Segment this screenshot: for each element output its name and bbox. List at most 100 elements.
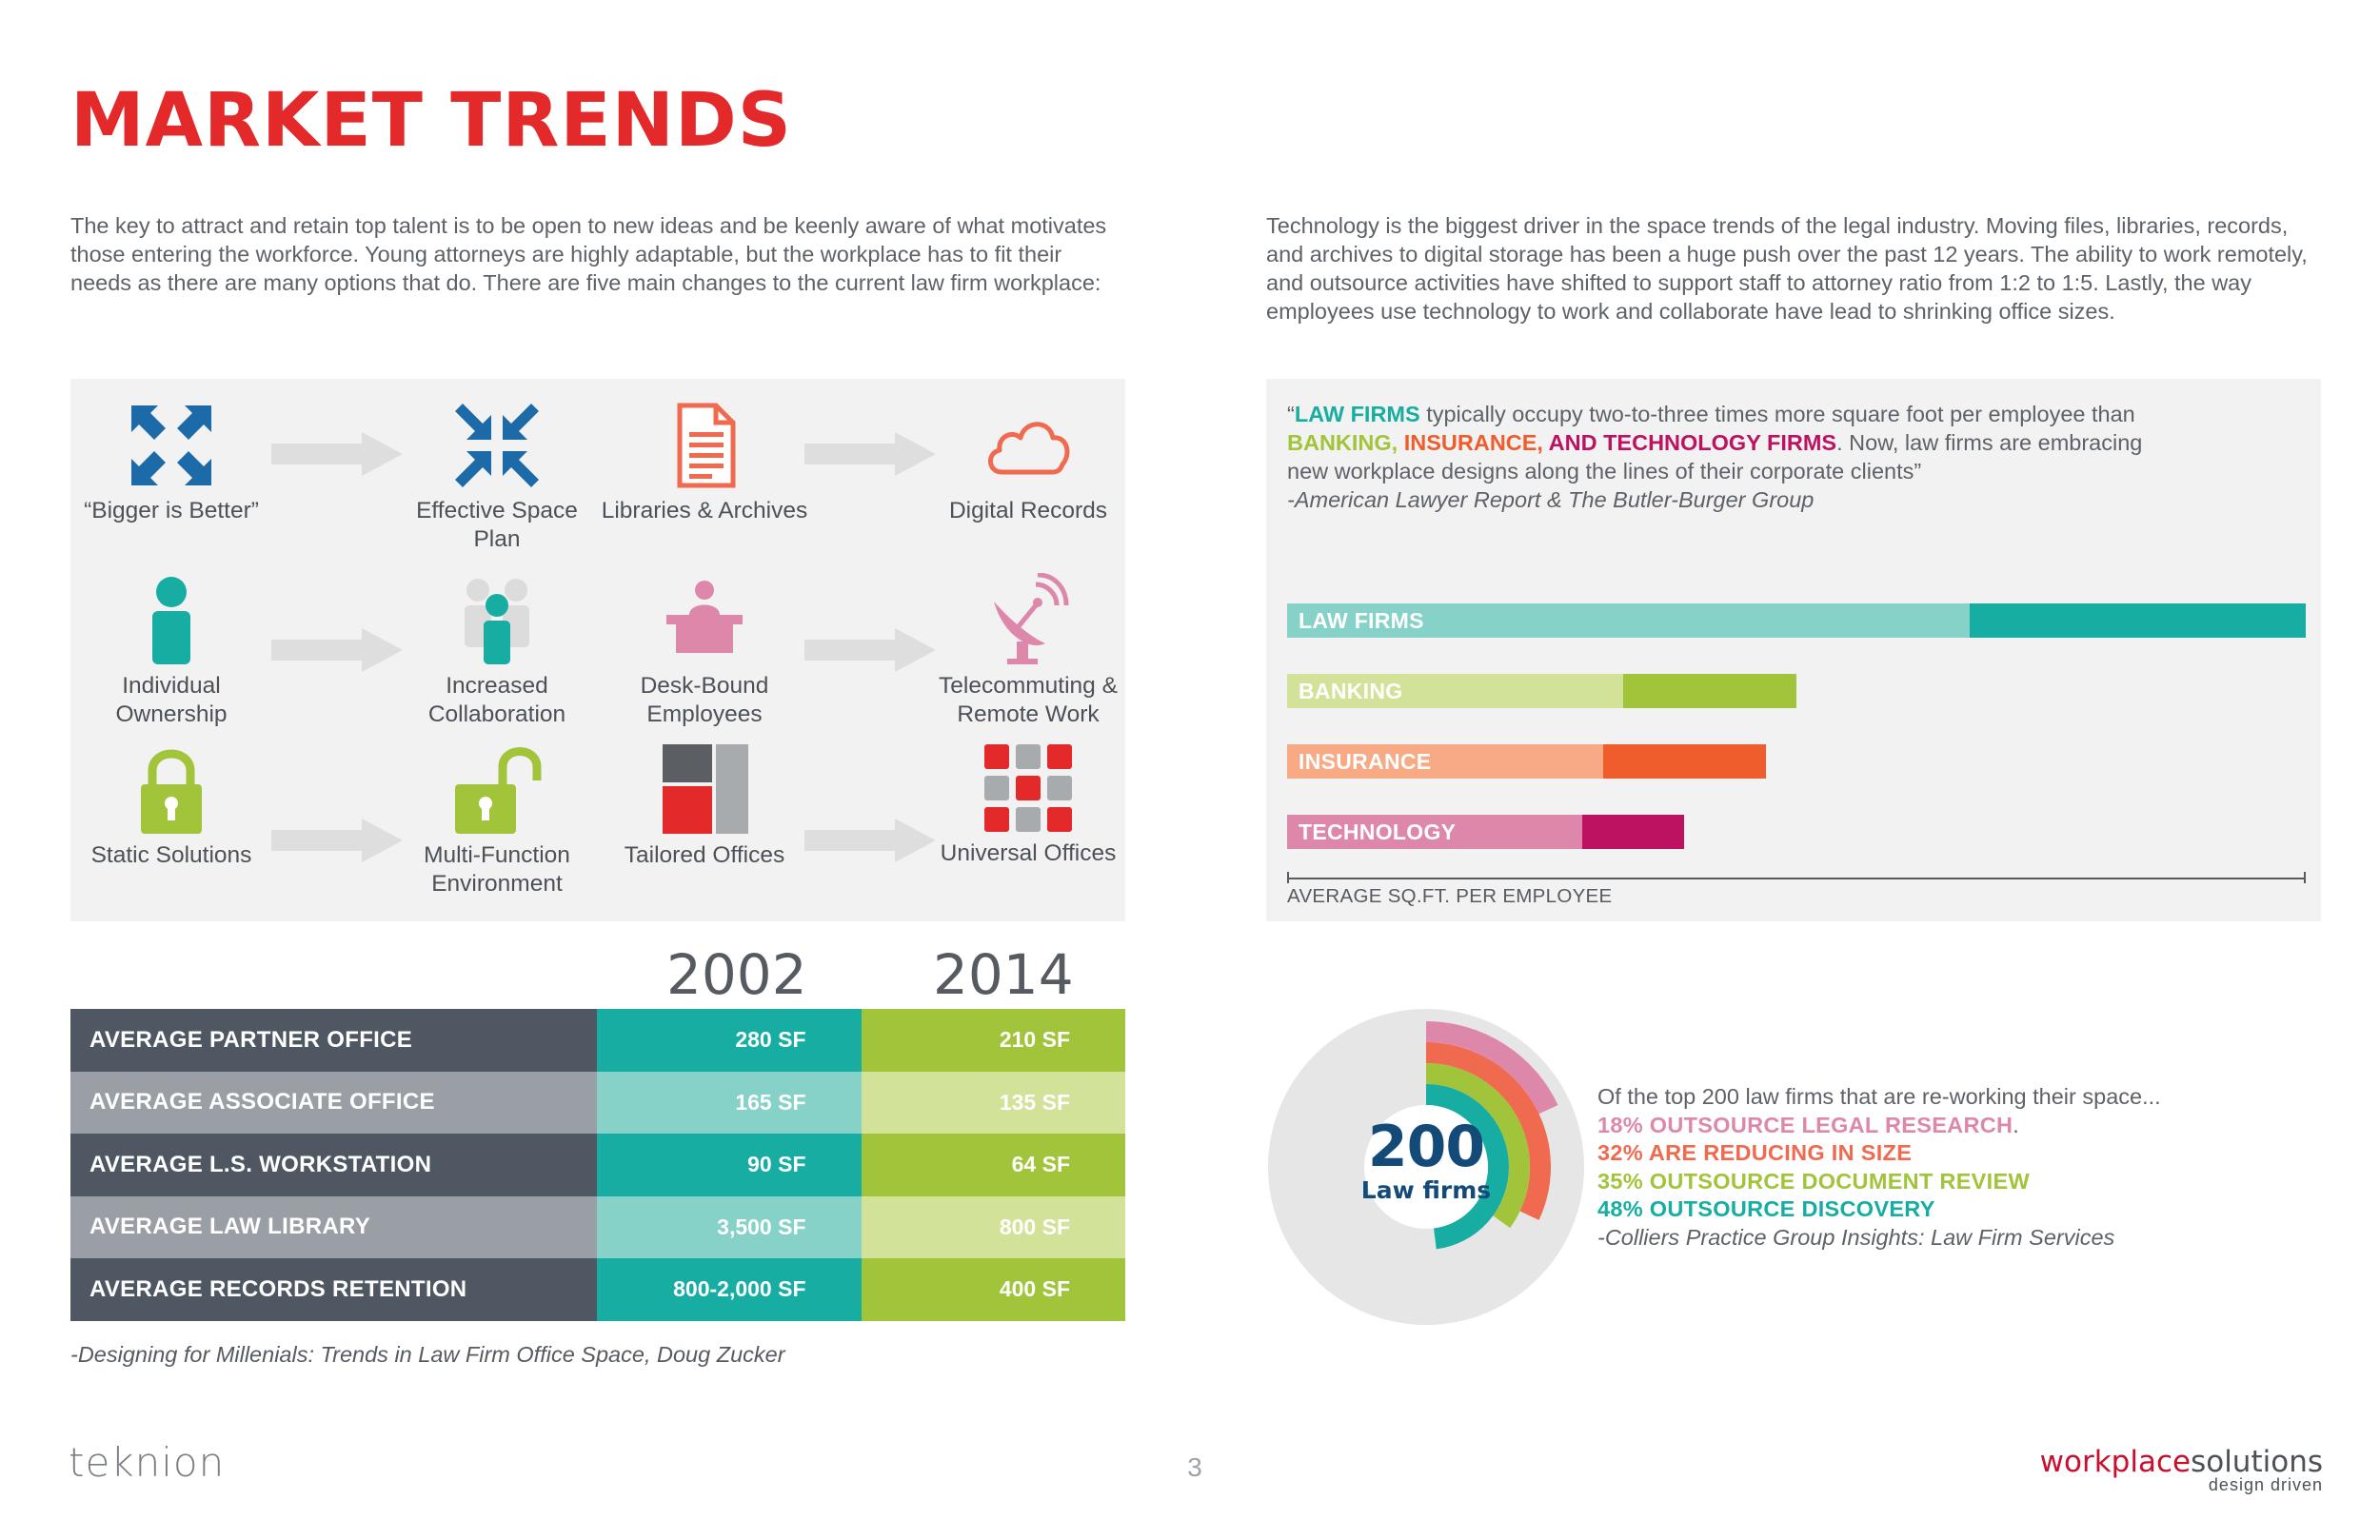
bar-insurance: INSURANCE [1287, 744, 1766, 779]
row-label: AVERAGE L.S. WORKSTATION [70, 1134, 597, 1196]
trend-to-multi-function: Multi-Function Environment [392, 742, 602, 898]
bar-segment-light [1287, 674, 1624, 708]
quote-open: “ [1287, 402, 1295, 426]
table-row: AVERAGE RECORDS RETENTION 800-2,000 SF 4… [70, 1258, 1125, 1321]
bar-segment-dark [1582, 815, 1685, 849]
row-label: AVERAGE RECORDS RETENTION [70, 1258, 597, 1321]
trend-to-label: Multi-Function Environment [424, 842, 570, 897]
donut-ring-48 [1343, 1084, 1509, 1250]
trend-from-bigger-is-better: “Bigger is Better” [67, 398, 276, 525]
workplace-solutions-logo: workplacesolutions design driven [2037, 1445, 2323, 1495]
quote-block: “LAW FIRMS typically occupy two-to-three… [1287, 400, 2144, 514]
quote-law-firms: LAW FIRMS [1294, 402, 1420, 426]
table-row: AVERAGE LAW LIBRARY 3,500 SF 800 SF [70, 1195, 1125, 1258]
quote-insurance: INSURANCE, [1398, 430, 1543, 455]
office-size-table: AVERAGE PARTNER OFFICE 280 SF 210 SF AVE… [70, 1009, 1125, 1321]
satellite-dish-icon [994, 573, 1069, 664]
trend-to-label: Digital Records [948, 498, 1108, 523]
quote-text-2: . Now, law firms are embracing new workp… [1287, 430, 2143, 484]
trend-to-label: Telecommuting & Remote Work [939, 673, 1118, 727]
trend-from-label: Desk-Bound Employees [640, 673, 769, 727]
trend-from-individual-ownership: Individual Ownership [67, 573, 276, 729]
law-firms-donut [1268, 1009, 1584, 1325]
quote-text-1: typically occupy two-to-three times more… [1419, 402, 2135, 426]
bar-label: TECHNOLOGY [1299, 819, 1457, 844]
value-2014: 135 SF [861, 1071, 1125, 1134]
page-title: MARKET TRENDS [70, 78, 792, 164]
row-label: AVERAGE ASSOCIATE OFFICE [70, 1071, 597, 1134]
stats-intro: Of the top 200 law firms that are re-wor… [1597, 1084, 2161, 1109]
trend-to-effective-space-plan: Effective Space Plan [392, 398, 602, 554]
year-2014-heading: 2014 [933, 942, 1074, 1007]
stat-discovery: 48% OUTSOURCE DISCOVERY [1597, 1196, 1935, 1221]
trend-from-label: “Bigger is Better” [84, 498, 259, 523]
bar-segment-light [1287, 744, 1603, 779]
bar-segment-light [1287, 815, 1583, 849]
stat-legal-research: 18% OUTSOURCE LEGAL RESEARCH [1597, 1112, 2013, 1137]
stat-suffix: . [2013, 1112, 2019, 1137]
table-row: AVERAGE L.S. WORKSTATION 90 SF 64 SF [70, 1134, 1125, 1196]
trend-to-increased-collaboration: Increased Collaboration [392, 573, 602, 729]
donut-ring-35 [1322, 1063, 1530, 1271]
value-2014: 64 SF [861, 1134, 1125, 1196]
group-icon [465, 579, 529, 664]
arrow-right-icon [804, 432, 936, 476]
grid-blocks-icon [984, 744, 1072, 832]
value-2002: 280 SF [597, 1009, 862, 1072]
bar-banking: BANKING [1287, 674, 1796, 708]
chart-axis-label: AVERAGE SQ.FT. PER EMPLOYEE [1287, 885, 1613, 907]
value-2002: 800-2,000 SF [597, 1258, 862, 1321]
logo-word-workplace: workplace [2039, 1445, 2192, 1479]
tailored-blocks-icon [663, 744, 748, 834]
person-icon [152, 577, 190, 664]
bar-label: LAW FIRMS [1299, 608, 1424, 633]
trend-from-label: Libraries & Archives [601, 498, 808, 523]
axis-tick-end [2304, 872, 2306, 883]
intro-left-paragraph: The key to attract and retain top talent… [70, 213, 1107, 295]
donut-number: 200 [1367, 1114, 1485, 1180]
table-source-citation: -Designing for Millenials: Trends in Law… [70, 1342, 785, 1367]
donut-subtitle: Law firms [1360, 1176, 1492, 1204]
arrows-compress-icon [455, 404, 539, 487]
bar-segment-dark [1602, 744, 1766, 779]
value-2002: 90 SF [597, 1134, 862, 1196]
stats-source: -Colliers Practice Group Insights: Law F… [1597, 1224, 2115, 1250]
bar-technology: TECHNOLOGY [1287, 815, 1685, 849]
cloud-icon [988, 422, 1070, 475]
bar-segment-light [1287, 603, 1970, 638]
arrow-right-icon [804, 819, 936, 862]
trend-from-tailored-offices: Tailored Offices [600, 742, 809, 870]
teknion-logo: teknion [69, 1439, 226, 1486]
intro-right-paragraph: Technology is the biggest driver in the … [1266, 213, 2308, 324]
trend-to-label: Increased Collaboration [427, 673, 566, 727]
bar-segment-dark [1623, 674, 1796, 708]
bar-segment-dark [1969, 603, 2306, 638]
donut-ring-32 [1301, 1042, 1551, 1292]
arrow-right-icon [804, 628, 936, 672]
bar-label: BANKING [1299, 679, 1403, 703]
value-2014: 800 SF [861, 1195, 1125, 1258]
document-icon [677, 403, 736, 488]
stat-reducing-size: 32% ARE REDUCING IN SIZE [1597, 1140, 1913, 1165]
trend-to-label: Effective Space Plan [416, 498, 578, 552]
stat-document-review: 35% OUTSOURCE DOCUMENT REVIEW [1597, 1168, 2030, 1194]
trends-icon-panel [70, 379, 1125, 921]
quote-technology: AND TECHNOLOGY FIRMS [1542, 430, 1837, 455]
donut-ring-18 [1280, 1021, 1572, 1313]
lock-closed-icon [141, 749, 202, 834]
quote-banking: BANKING, [1287, 430, 1398, 455]
trend-from-desk-bound: Desk-Bound Employees [600, 573, 809, 729]
trend-from-label: Static Solutions [90, 842, 252, 868]
trend-from-libraries-archives: Libraries & Archives [600, 398, 809, 525]
quote-attribution: -American Lawyer Report & The Butler-Bur… [1287, 487, 1815, 512]
logo-tagline: design driven [2208, 1475, 2323, 1494]
trend-from-static-solutions: Static Solutions [67, 742, 276, 870]
trend-to-digital-records: Digital Records [923, 398, 1133, 525]
row-label: AVERAGE LAW LIBRARY [70, 1195, 597, 1258]
value-2014: 210 SF [861, 1009, 1125, 1072]
arrows-inward-icon [131, 405, 211, 485]
table-row: AVERAGE ASSOCIATE OFFICE 165 SF 135 SF [70, 1071, 1125, 1134]
bar-label: INSURANCE [1299, 749, 1432, 774]
table-row: AVERAGE PARTNER OFFICE 280 SF 210 SF [70, 1009, 1125, 1072]
logo-word-solutions: solutions [2191, 1445, 2323, 1479]
